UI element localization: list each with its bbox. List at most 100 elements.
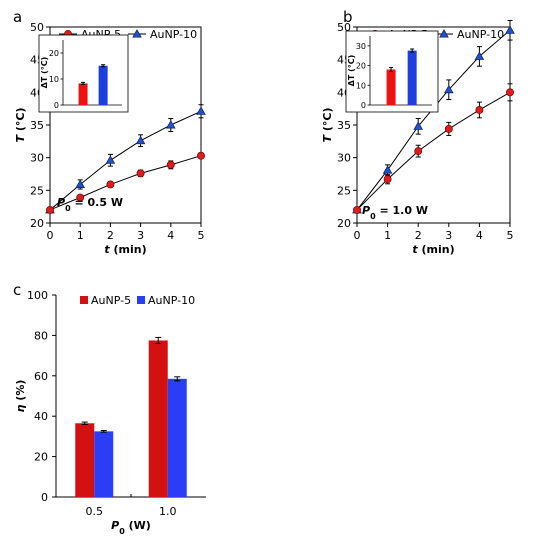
inset-bar (98, 65, 108, 105)
x-tick-label: 5 (507, 229, 514, 242)
y-tick-label: 60 (34, 370, 48, 383)
x-tick-label: 4 (476, 229, 483, 242)
series-AuNP-10 (94, 376, 187, 497)
series-line (49, 110, 202, 211)
y-tick-label: 0 (41, 491, 48, 504)
data-point-circle (353, 205, 361, 214)
x-axis-label: t (min) (104, 243, 146, 256)
data-point-triangle (413, 121, 424, 130)
data-point-triangle (443, 84, 454, 94)
bar (148, 340, 168, 497)
data-point-triangle (382, 165, 393, 174)
legend-label: AuNP-5 (91, 294, 131, 307)
x-axis-unit: (min) (110, 243, 147, 256)
x-axis-subscript: 0 (119, 527, 125, 536)
data-point-triangle (165, 120, 176, 129)
inset-y-tick-label: 20 (49, 49, 59, 58)
x-axis-symbol: t (104, 243, 110, 256)
bar (75, 423, 95, 497)
x-tick-label: 2 (107, 229, 114, 242)
data-point-circle (136, 169, 145, 178)
data-point-triangle (105, 155, 116, 164)
power-annotation: P0 = 0.5 W (57, 196, 123, 213)
x-tick-label: 3 (445, 229, 452, 242)
y-axis-symbol: T (14, 133, 27, 142)
x-tick-label: 1 (384, 229, 391, 242)
data-point-circle (106, 180, 115, 189)
data-point-triangle (75, 179, 86, 188)
x-tick-label: 3 (137, 229, 144, 242)
series-line (49, 155, 202, 211)
inset-bar (407, 50, 417, 105)
series-AuNP-5 (353, 83, 514, 214)
legend-label: AuNP-10 (457, 28, 504, 41)
power-annotation: P0 = 1.0 W (362, 204, 428, 221)
annotation-symbol: P (57, 196, 65, 209)
y-tick-label: 35 (337, 119, 351, 132)
x-tick-label: 0.5 (86, 505, 104, 518)
y-axis-label: T (°C) (14, 108, 27, 143)
panel-label: c (13, 281, 21, 299)
annotation-subscript: 0 (65, 204, 71, 213)
x-tick-label: 1 (77, 229, 84, 242)
data-point-triangle (474, 51, 485, 60)
y-tick-label: 25 (337, 184, 351, 197)
data-point-circle (197, 151, 205, 160)
data-point-circle (475, 106, 484, 114)
panel-label: b (343, 8, 353, 26)
data-point-triangle (135, 135, 146, 145)
data-point-circle (414, 147, 423, 156)
legend-label: AuNP-10 (150, 28, 197, 41)
data-point-circle (383, 175, 392, 184)
y-tick-label: 30 (337, 152, 351, 165)
legend-marker-triangle (132, 29, 142, 38)
data-point-circle (444, 124, 453, 133)
series-line (356, 91, 511, 211)
y-tick-label: 80 (34, 329, 48, 342)
x-tick-label: 5 (198, 229, 205, 242)
inset-y-axis-label: ΔT (°C) (40, 57, 49, 89)
y-axis-label: η (%) (14, 380, 27, 413)
inset-y-tick-label: 0 (361, 101, 366, 110)
annotation-value: = 0.5 W (71, 196, 123, 209)
inset-y-axis-label: ΔT (°C) (347, 55, 356, 87)
annotation-subscript: 0 (370, 212, 376, 221)
inset-y-tick-label: 20 (356, 62, 366, 71)
y-axis-label: T (°C) (321, 108, 334, 143)
y-tick-label: 50 (30, 21, 44, 34)
x-axis-symbol: P (111, 519, 119, 532)
panel-label: a (13, 8, 22, 26)
inset-y-tick-label: 30 (356, 42, 366, 51)
x-axis-unit: (min) (418, 243, 455, 256)
x-tick-label: 4 (167, 229, 174, 242)
y-tick-label: 35 (30, 119, 44, 132)
series-AuNP-5 (75, 336, 168, 497)
x-tick-label: 0 (354, 229, 361, 242)
legend-swatch (137, 296, 145, 304)
inset-y-tick-label: 0 (54, 101, 59, 110)
legend-swatch (80, 296, 88, 304)
y-tick-label: 20 (30, 217, 44, 230)
data-point-circle (46, 205, 54, 214)
inset-bar (386, 69, 396, 105)
y-tick-label: 40 (34, 410, 48, 423)
legend-label: AuNP-10 (148, 294, 195, 307)
x-tick-label: 1.0 (159, 505, 177, 518)
y-tick-label: 30 (30, 152, 44, 165)
y-tick-label: 25 (30, 184, 44, 197)
x-axis-label: t (min) (412, 243, 454, 256)
data-point-circle (166, 160, 175, 169)
bar (167, 378, 187, 497)
y-tick-label: 100 (27, 289, 48, 302)
y-axis-unit: (°C) (14, 108, 27, 135)
x-tick-label: 0 (47, 229, 54, 242)
inset-y-tick-label: 10 (49, 75, 59, 84)
series-AuNP-5 (46, 151, 205, 214)
y-axis-symbol: T (321, 133, 334, 142)
legend-marker-triangle (439, 29, 449, 38)
data-point-triangle (505, 25, 515, 34)
